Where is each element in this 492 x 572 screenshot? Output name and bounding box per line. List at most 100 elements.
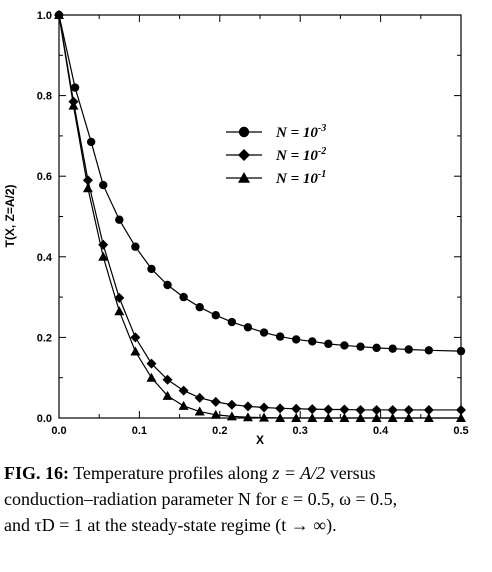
data-point-diamond xyxy=(291,403,302,414)
data-point-triangle xyxy=(275,413,286,422)
data-point-diamond xyxy=(355,404,366,415)
data-point-diamond xyxy=(456,404,466,415)
data-point-diamond xyxy=(130,332,141,343)
legend-item-circle: N = 10-3 xyxy=(226,123,326,141)
x-tick-label: 0.5 xyxy=(453,425,468,437)
series-circle xyxy=(54,10,466,356)
caption-line1-math: z = A/2 xyxy=(272,463,326,483)
data-point-triangle xyxy=(210,409,221,419)
y-tick-label: 0.6 xyxy=(37,171,52,183)
data-point-circle xyxy=(243,323,253,332)
data-point-circle xyxy=(179,292,188,302)
data-point-triangle xyxy=(162,390,173,400)
caption-line1-text: Temperature profiles along xyxy=(73,463,268,483)
legend-item-diamond: N = 10-2 xyxy=(226,146,326,164)
series-diamond xyxy=(54,10,466,415)
data-point-triangle xyxy=(54,10,64,19)
caption-line-1: FIG. 16: Temperature profiles along z = … xyxy=(4,460,488,486)
data-point-triangle xyxy=(259,412,270,422)
data-point-diamond xyxy=(226,399,237,410)
x-tick-label: 0.0 xyxy=(51,425,66,437)
data-point-diamond xyxy=(178,385,189,396)
data-point-diamond xyxy=(114,292,125,303)
data-point-triangle xyxy=(339,413,350,422)
axis-tick-labels: 0.0 0.1 0.2 0.3 0.4 0.5 0.0 0.2 0.4 0.6 0.8 1.0 xyxy=(37,10,469,437)
data-point-circle xyxy=(259,328,269,337)
legend-marker-triangle xyxy=(238,172,250,183)
caption-line-2: conduction–radiation parameter N for ε =… xyxy=(4,489,398,509)
legend-marker-circle xyxy=(238,126,250,138)
data-point-triangle xyxy=(456,413,466,422)
data-point-circle xyxy=(131,242,140,251)
x-tick-label: 0.1 xyxy=(132,425,147,437)
data-point-circle xyxy=(340,341,349,350)
data-point-triangle xyxy=(130,346,141,356)
data-point-triangle xyxy=(82,183,93,193)
data-point-circle xyxy=(99,180,108,190)
data-point-circle xyxy=(308,337,317,346)
data-point-circle xyxy=(456,346,466,356)
data-point-triangle xyxy=(307,413,318,422)
data-point-diamond xyxy=(82,175,93,186)
data-point-circle xyxy=(356,342,365,351)
data-point-triangle xyxy=(178,400,189,410)
series-group xyxy=(54,10,466,422)
figure-caption: FIG. 16: Temperature profiles along z = … xyxy=(4,460,488,538)
x-tick-label: 0.2 xyxy=(212,425,227,437)
x-tick-label: 0.4 xyxy=(373,425,389,437)
data-point-circle xyxy=(227,317,237,327)
data-point-circle xyxy=(324,339,333,349)
y-tick-label: 0.8 xyxy=(37,91,52,103)
caption-label: FIG. 16: xyxy=(4,463,69,483)
y-tick-label: 0.2 xyxy=(37,332,52,344)
legend-label: N = 10-3 xyxy=(275,123,326,141)
chart: 0.0 0.1 0.2 0.3 0.4 0.5 0.0 0.2 0.4 0.6 0.8 1.0 N =… xyxy=(3,10,469,447)
data-point-diamond xyxy=(371,404,382,415)
data-point-circle xyxy=(70,83,80,92)
data-point-triangle xyxy=(146,372,157,382)
data-point-circle xyxy=(195,302,204,312)
data-point-triangle xyxy=(371,413,382,422)
data-point-triangle xyxy=(355,413,366,422)
data-point-triangle xyxy=(226,411,237,421)
y-tick-label: 0.0 xyxy=(37,413,52,425)
data-point-diamond xyxy=(242,401,253,412)
y-axis-title: T(X, Z=A/2) xyxy=(3,184,17,247)
data-point-circle xyxy=(211,311,220,320)
data-point-diamond xyxy=(307,404,318,415)
legend: N = 10-3 N = 10-2 N = 10-1 xyxy=(226,123,326,187)
data-point-diamond xyxy=(275,403,286,414)
caption-line1-end: versus xyxy=(329,463,376,483)
series-triangle xyxy=(54,10,466,422)
data-point-diamond xyxy=(259,402,270,413)
data-point-triangle xyxy=(403,413,414,422)
data-point-circle xyxy=(163,280,172,290)
data-point-circle xyxy=(147,264,156,274)
legend-label: N = 10-2 xyxy=(275,146,326,164)
data-point-diamond xyxy=(162,374,173,385)
data-point-circle xyxy=(86,137,96,147)
legend-item-triangle: N = 10-1 xyxy=(226,169,326,187)
data-point-triangle xyxy=(323,413,334,422)
data-point-diamond xyxy=(194,392,205,403)
data-point-triangle xyxy=(291,413,302,422)
data-point-circle xyxy=(372,343,381,353)
legend-marker-diamond xyxy=(238,149,250,161)
data-point-triangle xyxy=(242,412,253,422)
data-point-circle xyxy=(115,215,124,224)
x-axis-title: X xyxy=(256,433,264,447)
data-point-circle xyxy=(404,345,413,354)
data-point-diamond xyxy=(339,404,350,415)
data-point-diamond xyxy=(323,404,334,415)
legend-label: N = 10-1 xyxy=(275,169,326,187)
data-point-triangle xyxy=(114,306,125,316)
data-point-triangle xyxy=(423,413,434,422)
y-tick-label: 1.0 xyxy=(37,10,52,22)
data-point-diamond xyxy=(403,404,414,415)
series-line-diamond xyxy=(58,14,461,411)
data-point-triangle xyxy=(98,251,109,261)
data-point-diamond xyxy=(387,404,398,415)
data-point-triangle xyxy=(194,406,205,416)
data-point-diamond xyxy=(210,396,221,407)
data-point-circle xyxy=(388,344,397,353)
